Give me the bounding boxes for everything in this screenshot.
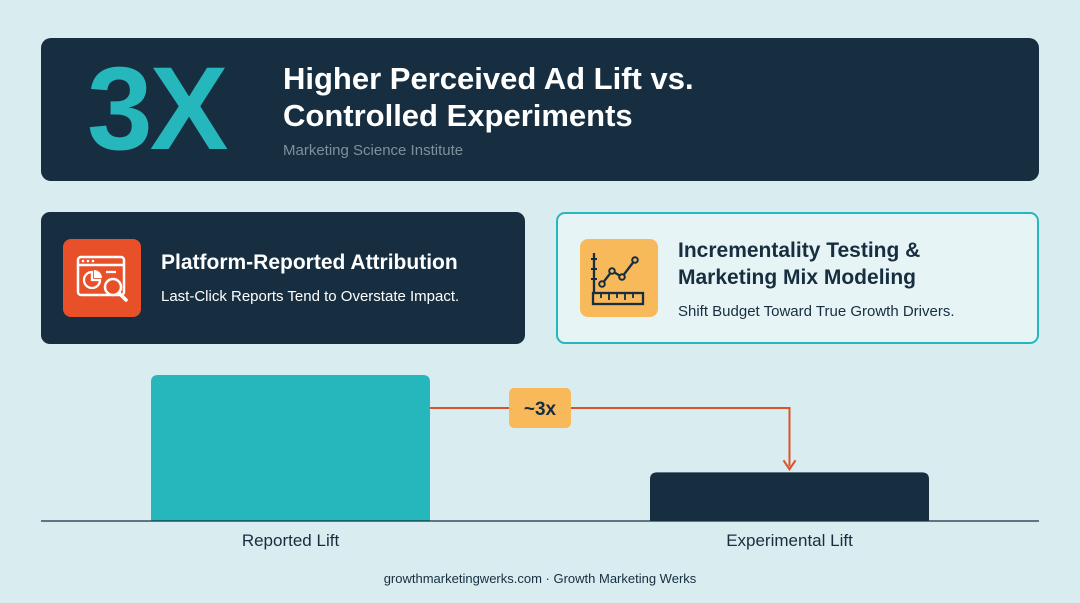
comparison-arrow-line bbox=[430, 407, 791, 467]
category-label-reported-lift: Reported Lift bbox=[242, 531, 340, 550]
bar-reported-lift bbox=[151, 375, 430, 521]
hero-big-stat: 3X bbox=[87, 43, 228, 175]
platform-attribution-card: Platform-Reported Attribution Last-Click… bbox=[41, 212, 525, 344]
hero-source: Marketing Science Institute bbox=[283, 142, 464, 159]
hero-banner: 3X Higher Perceived Ad Lift vs. Controll… bbox=[41, 38, 1039, 181]
footer-credit: growthmarketingwerks.com · Growth Market… bbox=[383, 571, 697, 586]
hero-title-line2: Controlled Experiments bbox=[283, 98, 633, 133]
ratio-badge-label: ~3x bbox=[524, 399, 557, 420]
platform-attribution-subtitle: Last-Click Reports Tend to Overstate Imp… bbox=[161, 288, 460, 305]
incrementality-subtitle: Shift Budget Toward True Growth Drivers. bbox=[678, 303, 955, 320]
attribution-report-icon bbox=[63, 239, 141, 317]
incrementality-title-line2: Marketing Mix Modeling bbox=[678, 266, 917, 289]
bar-experimental-lift bbox=[650, 472, 929, 521]
hero-title-line1: Higher Perceived Ad Lift vs. bbox=[283, 61, 694, 96]
trend-ruler-icon bbox=[580, 239, 658, 317]
incrementality-title-line1: Incrementality Testing & bbox=[678, 239, 921, 262]
ratio-badge bbox=[509, 388, 571, 428]
category-label-experimental-lift: Experimental Lift bbox=[726, 531, 853, 550]
incrementality-card: Incrementality Testing & Marketing Mix M… bbox=[556, 212, 1039, 344]
hero-title: Higher Perceived Ad Lift vs. Controlled … bbox=[283, 60, 983, 134]
incrementality-title: Incrementality Testing & Marketing Mix M… bbox=[678, 237, 1018, 291]
platform-attribution-title: Platform-Reported Attribution bbox=[161, 251, 458, 274]
comparison-arrow-head bbox=[782, 459, 797, 472]
